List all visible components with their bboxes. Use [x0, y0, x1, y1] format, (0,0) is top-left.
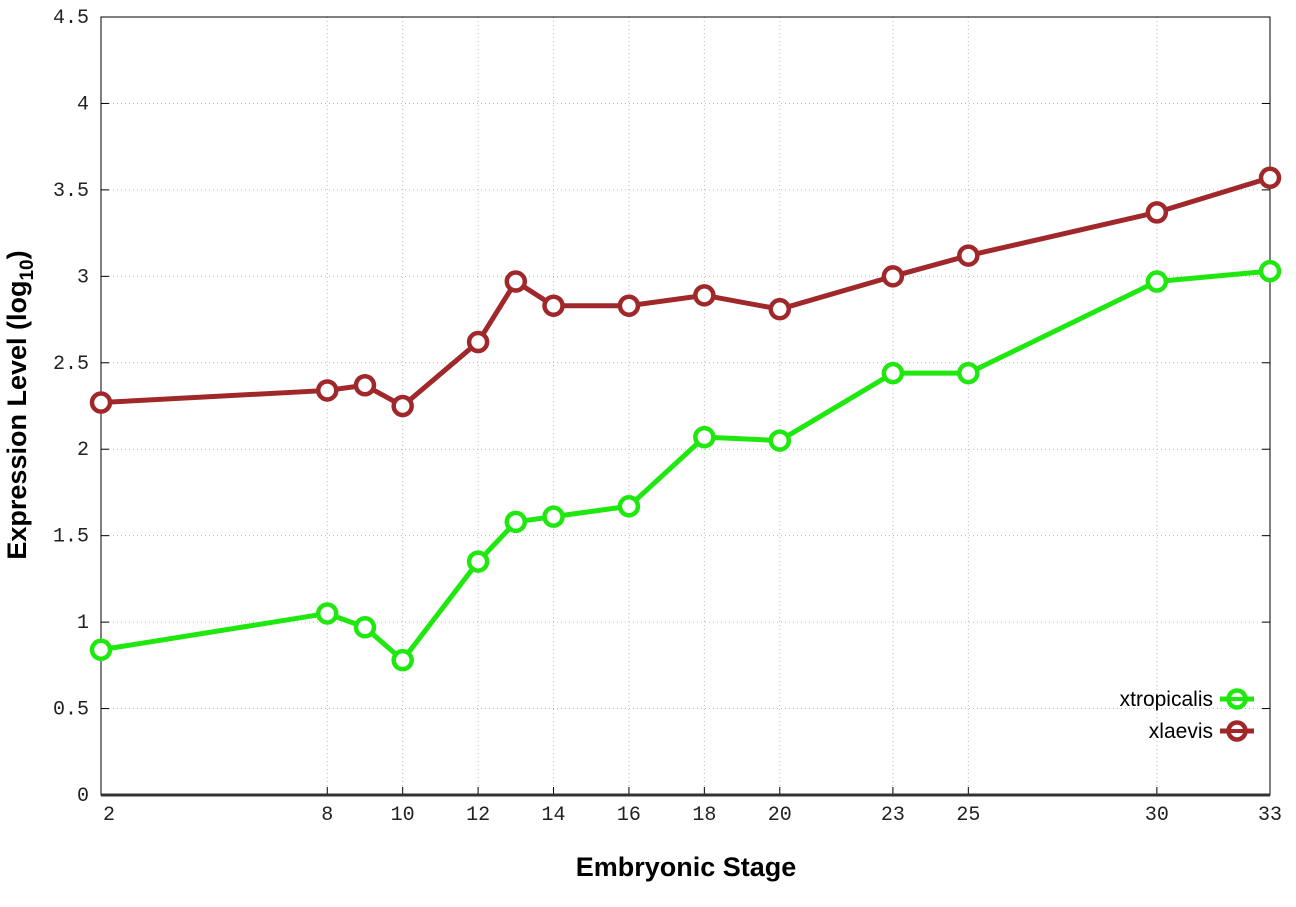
data-point-xlaevis: [353, 374, 377, 397]
y-tick-label: 1.5: [53, 526, 89, 549]
data-point-xtropicalis: [693, 425, 716, 449]
series-line-xtropicalis: [100, 268, 1271, 663]
data-point-xlaevis: [316, 379, 339, 402]
data-point-xlaevis: [1145, 201, 1169, 224]
x-tick-label: 20: [768, 804, 792, 827]
y-tick-label: 3.5: [53, 180, 89, 203]
y-tick-label: 4: [77, 93, 89, 116]
legend-label-xlaevis: xlaevis: [1149, 720, 1213, 743]
data-point-xlaevis: [881, 265, 905, 288]
x-axis-label: Embryonic Stage: [576, 852, 797, 882]
data-point-xtropicalis: [353, 616, 377, 639]
y-tick-label: 1: [77, 612, 89, 635]
x-tick-label: 18: [692, 804, 716, 827]
grid: [101, 17, 1270, 795]
x-tick-label: 16: [617, 804, 641, 827]
axes: 0 0.5 1 1.5 2 2.5 3 3.5 4 4.5 2 8 10 12 14 16 18 20 23 25 30…: [53, 7, 1282, 827]
data-point-xlaevis: [466, 330, 490, 354]
plot-frame: [100, 16, 1271, 796]
data-point-xtropicalis: [881, 361, 905, 385]
data-point-xtropicalis: [768, 429, 792, 452]
data-point-xtropicalis: [957, 361, 980, 385]
data-point-xtropicalis: [466, 550, 490, 573]
data-point-xlaevis: [89, 391, 113, 414]
y-axis-label-sub: 10: [17, 259, 38, 280]
x-tick-label: 33: [1258, 804, 1282, 827]
data-point-xlaevis: [957, 244, 980, 267]
y-tick-label: 3: [77, 266, 89, 289]
data-point-xlaevis: [693, 284, 716, 307]
x-tick-label: 2: [103, 804, 115, 827]
x-tick-label: 10: [391, 804, 415, 827]
x-tick-label: 12: [466, 804, 490, 827]
y-tick-label: 4.5: [53, 7, 89, 30]
data-point-xlaevis: [542, 294, 565, 317]
data-point-xtropicalis: [617, 495, 641, 518]
y-tick-label: 2: [77, 439, 89, 462]
y-axis-label-main: Expression Level (log: [2, 281, 32, 560]
y-axis-label-close: ): [2, 250, 32, 259]
legend-label-xtropicalis: xtropicalis: [1120, 688, 1213, 711]
y-tick-label: 0.5: [53, 699, 89, 722]
x-tick-label: 25: [956, 804, 980, 827]
data-point-xtropicalis: [316, 602, 339, 625]
data-point-xlaevis: [504, 270, 528, 293]
y-axis-label: Expression Level (log10): [2, 250, 38, 559]
data-point-xtropicalis: [542, 505, 565, 528]
data-point-xtropicalis: [89, 638, 113, 662]
x-tick-label: 23: [881, 804, 905, 827]
data-point-xlaevis: [768, 297, 792, 321]
x-tick-label: 14: [542, 804, 566, 827]
legend: xtropicalis xlaevis: [1120, 688, 1254, 743]
series-xlaevis: [89, 166, 1282, 418]
data-point-xtropicalis: [391, 648, 414, 672]
x-tick-label: 8: [321, 804, 333, 827]
data-point-xlaevis: [1258, 166, 1282, 190]
data-point-xtropicalis: [1145, 270, 1169, 293]
series-xtropicalis: [89, 259, 1282, 672]
y-tick-label: 0: [77, 785, 89, 808]
y-tick-label: 2.5: [53, 353, 89, 376]
data-point-xtropicalis: [1258, 259, 1282, 283]
series-line-xlaevis: [100, 175, 1271, 409]
data-point-xlaevis: [617, 294, 641, 317]
x-tick-label: 30: [1145, 804, 1169, 827]
data-point-xtropicalis: [504, 510, 528, 534]
series-layer: [89, 166, 1282, 672]
data-point-xlaevis: [391, 394, 414, 418]
